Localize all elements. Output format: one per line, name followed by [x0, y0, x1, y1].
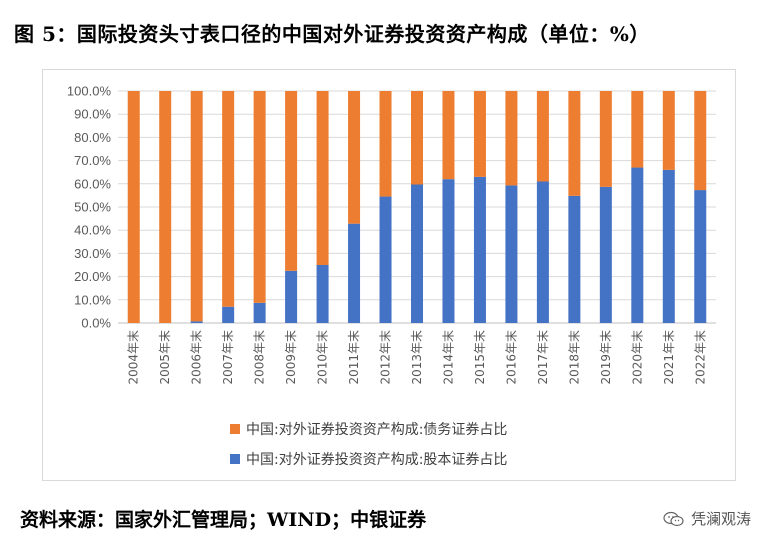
y-tick-label: 20.0% — [74, 269, 111, 284]
bar-equity — [631, 167, 644, 323]
bar-debt — [253, 91, 266, 303]
x-tick-label: 2016年末 — [504, 330, 518, 385]
legend-label-equity: 中国:对外证券投资资产构成:股本证券占比 — [246, 452, 508, 468]
bar-debt — [631, 91, 644, 168]
bar-debt — [411, 91, 423, 185]
bar-debt — [662, 91, 675, 170]
bar-equity — [599, 186, 612, 323]
x-tick-label: 2004年末 — [127, 330, 141, 385]
bar-debt — [568, 91, 581, 196]
x-tick-label: 2011年末 — [347, 330, 361, 385]
bar-equity — [316, 265, 329, 323]
x-tick-label: 2009年末 — [284, 330, 298, 385]
bar-equity — [442, 179, 455, 323]
bar-debt — [473, 91, 486, 177]
bar-debt — [536, 91, 549, 182]
y-tick-label: 10.0% — [74, 292, 111, 307]
bar-equity — [253, 302, 266, 323]
bar-equity — [285, 270, 298, 323]
bar-equity — [190, 321, 203, 323]
x-tick-label: 2019年末 — [599, 330, 613, 385]
watermark: 凭澜观涛 — [663, 508, 751, 529]
y-tick-label: 70.0% — [74, 153, 111, 168]
x-tick-label: 2020年末 — [630, 330, 644, 385]
legend-item-debt: 中国:对外证券投资资产构成:债务证券占比 — [230, 419, 507, 439]
x-tick-label: 2012年末 — [379, 330, 393, 385]
legend-swatch-equity — [230, 454, 240, 464]
bar-debt — [127, 91, 140, 323]
chart-frame — [42, 69, 736, 481]
x-tick-label: 2010年末 — [316, 330, 330, 385]
y-tick-label: 90.0% — [74, 107, 111, 122]
bar-debt — [599, 91, 612, 187]
legend-label-debt: 中国:对外证券投资资产构成:债务证券占比 — [246, 422, 508, 438]
bar-equity — [505, 185, 518, 323]
bar-debt — [285, 91, 298, 271]
x-tick-label: 2005年末 — [158, 330, 172, 385]
bar-debt — [222, 91, 235, 307]
bar-debt — [316, 91, 329, 265]
x-tick-label: 2017年末 — [536, 330, 550, 385]
watermark-text: 凭澜观涛 — [690, 510, 751, 528]
legend-swatch-debt — [230, 424, 240, 434]
bar-debt — [505, 91, 518, 186]
y-tick-label: 50.0% — [74, 200, 111, 215]
y-tick-label: 80.0% — [74, 130, 111, 145]
bar-debt — [442, 91, 455, 180]
x-tick-label: 2022年末 — [693, 330, 707, 385]
bar-equity — [473, 176, 486, 323]
bar-equity — [348, 223, 361, 323]
bar-equity — [536, 181, 549, 323]
x-tick-label: 2006年末 — [190, 330, 204, 385]
bar-equity — [222, 306, 235, 323]
bar-debt — [694, 91, 707, 191]
bar-debt — [190, 91, 203, 322]
x-tick-label: 2014年末 — [441, 330, 455, 385]
bar-equity — [379, 196, 392, 323]
bar-equity — [568, 195, 581, 323]
bar-equity — [694, 190, 707, 323]
x-tick-label: 2018年末 — [567, 330, 581, 385]
y-tick-label: 60.0% — [74, 176, 111, 191]
chart-title: 图 5：国际投资头寸表口径的中国对外证券投资资产构成（单位：%） — [14, 22, 650, 46]
x-tick-label: 2021年末 — [662, 330, 676, 385]
bar-equity — [662, 169, 675, 323]
bar-debt — [159, 91, 172, 323]
bar-debt — [348, 91, 361, 224]
bar-equity — [411, 184, 423, 323]
x-tick-label: 2013年末 — [410, 330, 424, 385]
y-tick-label: 0.0% — [81, 316, 111, 331]
y-tick-label: 30.0% — [74, 246, 111, 261]
x-tick-label: 2008年末 — [253, 330, 267, 385]
x-tick-label: 2007年末 — [221, 330, 235, 385]
bar-debt — [379, 91, 392, 197]
source-note: 资料来源：国家外汇管理局；WIND；中银证券 — [20, 509, 427, 531]
x-tick-label: 2015年末 — [473, 330, 487, 385]
wechat-icon — [663, 511, 684, 526]
y-tick-label: 40.0% — [74, 223, 111, 238]
legend-item-equity: 中国:对外证券投资资产构成:股本证券占比 — [230, 449, 507, 469]
y-tick-label: 100.0% — [67, 84, 112, 99]
